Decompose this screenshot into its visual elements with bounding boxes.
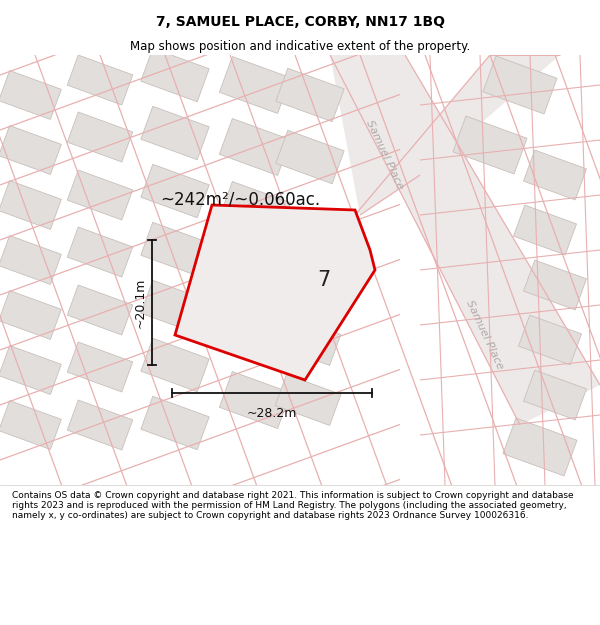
- Bar: [275, 314, 341, 366]
- Bar: [141, 222, 209, 276]
- Bar: [67, 55, 133, 105]
- Bar: [220, 181, 290, 239]
- Polygon shape: [330, 55, 420, 215]
- Bar: [276, 68, 344, 122]
- Bar: [67, 112, 133, 162]
- Bar: [503, 418, 577, 476]
- Bar: [518, 315, 581, 365]
- Bar: [453, 116, 527, 174]
- Text: Samuel Place: Samuel Place: [464, 299, 505, 371]
- Text: ~242m²/~0.060ac.: ~242m²/~0.060ac.: [160, 191, 320, 209]
- Bar: [220, 371, 290, 429]
- Bar: [67, 342, 133, 392]
- Polygon shape: [175, 205, 375, 380]
- Bar: [67, 285, 133, 335]
- Bar: [0, 291, 61, 339]
- Bar: [0, 401, 61, 449]
- Bar: [483, 56, 557, 114]
- Text: 7: 7: [317, 270, 330, 290]
- Bar: [141, 164, 209, 217]
- Bar: [141, 338, 209, 392]
- Bar: [141, 280, 209, 334]
- Bar: [524, 370, 586, 420]
- Bar: [0, 346, 61, 394]
- Text: ~20.1m: ~20.1m: [133, 278, 146, 328]
- Bar: [275, 254, 341, 306]
- Bar: [141, 48, 209, 102]
- Text: Contains OS data © Crown copyright and database right 2021. This information is : Contains OS data © Crown copyright and d…: [12, 491, 574, 521]
- Bar: [141, 396, 209, 450]
- Bar: [67, 400, 133, 450]
- Bar: [276, 130, 344, 184]
- Bar: [220, 244, 290, 301]
- Bar: [514, 205, 577, 255]
- Bar: [0, 71, 61, 119]
- Text: 7, SAMUEL PLACE, CORBY, NN17 1BQ: 7, SAMUEL PLACE, CORBY, NN17 1BQ: [155, 16, 445, 29]
- Bar: [220, 56, 290, 114]
- Text: Map shows position and indicative extent of the property.: Map shows position and indicative extent…: [130, 39, 470, 52]
- Bar: [0, 181, 61, 229]
- Bar: [67, 227, 133, 277]
- Bar: [67, 170, 133, 220]
- Bar: [524, 150, 586, 200]
- Bar: [524, 260, 586, 310]
- Bar: [0, 236, 61, 284]
- Bar: [141, 106, 209, 160]
- Text: ~28.2m: ~28.2m: [247, 407, 297, 420]
- Bar: [220, 119, 290, 176]
- Polygon shape: [355, 55, 560, 215]
- Text: Samuel Place: Samuel Place: [365, 119, 406, 191]
- Bar: [0, 126, 61, 174]
- Bar: [275, 374, 341, 426]
- Polygon shape: [330, 55, 600, 425]
- Bar: [220, 309, 290, 366]
